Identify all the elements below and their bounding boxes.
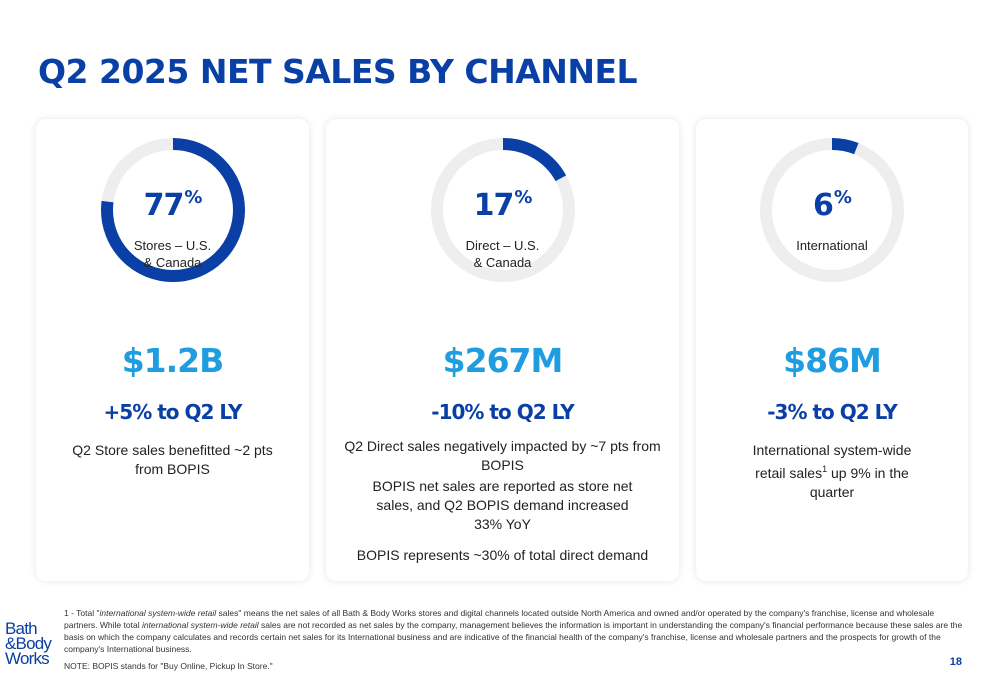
international-percent: 6%: [813, 187, 852, 223]
international-change: -3% to Q2 LY: [767, 400, 897, 424]
donut-arc: [430, 138, 575, 282]
direct-body-text-3: BOPIS represents ~30% of total direct de…: [356, 547, 649, 563]
international-segment-label: International: [796, 238, 868, 253]
stores-sales-value: $1.2B: [121, 341, 225, 380]
stores-percent: 77%: [143, 187, 203, 223]
bopis-note: NOTE: BOPIS stands for "Buy Online, Pick…: [64, 661, 273, 671]
stores-segment-label: Stores – U.S. & Canada: [133, 238, 212, 270]
direct-percent: 17%: [473, 187, 533, 223]
international-donut-chart: [760, 138, 904, 282]
stores-change: +5% to Q2 LY: [103, 400, 243, 424]
direct-segment-label: Direct – U.S. & Canada: [465, 238, 540, 270]
direct-body-text-1: Q2 Direct sales negatively impacted by ~…: [344, 438, 661, 473]
stores-card: 77% Stores – U.S. & Canada $1.2B +5% to …: [36, 119, 309, 581]
direct-card: 17% Direct – U.S. & Canada $267M -10% to…: [326, 119, 679, 581]
donut-arc: [760, 138, 904, 282]
international-card: 6% International $86M -3% to Q2 LY Inter…: [696, 119, 968, 581]
donut-arc: [100, 138, 245, 282]
footnote: 1 - Total "international system-wide ret…: [64, 608, 963, 654]
page-title: Q2 2025 NET SALES BY CHANNEL: [38, 52, 638, 91]
direct-body-text-2: BOPIS net sales are reported as store ne…: [372, 478, 633, 532]
stores-donut-chart: [100, 138, 245, 282]
direct-donut-chart: [430, 138, 575, 282]
direct-change: -10% to Q2 LY: [431, 400, 574, 424]
stores-body-text: Q2 Store sales benefitted ~2 pts from BO…: [72, 442, 273, 477]
direct-sales-value: $267M: [442, 341, 564, 380]
international-body-text: International system-wide retail sales1 …: [752, 442, 912, 500]
international-sales-value: $86M: [783, 341, 882, 380]
bath-body-works-logo: Bath &Body Works: [5, 619, 52, 668]
page-number: 18: [949, 656, 962, 668]
